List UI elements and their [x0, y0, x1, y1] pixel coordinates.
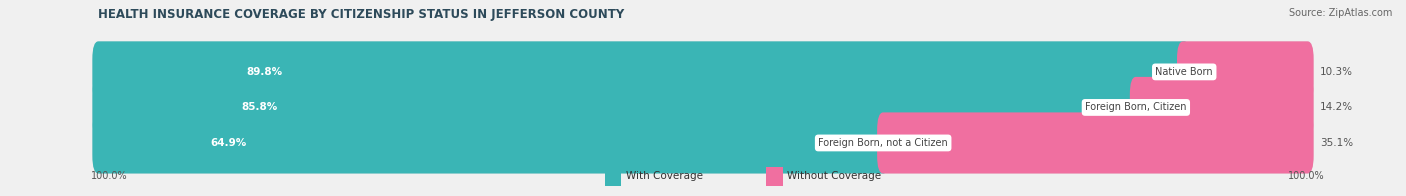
FancyBboxPatch shape	[93, 41, 1313, 103]
Text: 35.1%: 35.1%	[1320, 138, 1353, 148]
Text: Source: ZipAtlas.com: Source: ZipAtlas.com	[1288, 8, 1392, 18]
Text: 100.0%: 100.0%	[1288, 171, 1324, 181]
Text: 100.0%: 100.0%	[91, 171, 128, 181]
Text: HEALTH INSURANCE COVERAGE BY CITIZENSHIP STATUS IN JEFFERSON COUNTY: HEALTH INSURANCE COVERAGE BY CITIZENSHIP…	[98, 8, 624, 21]
Text: 85.8%: 85.8%	[240, 103, 277, 113]
FancyBboxPatch shape	[93, 77, 1142, 138]
Text: Foreign Born, Citizen: Foreign Born, Citizen	[1085, 103, 1187, 113]
FancyBboxPatch shape	[1130, 77, 1313, 138]
Text: 14.2%: 14.2%	[1320, 103, 1353, 113]
Text: Native Born: Native Born	[1156, 67, 1213, 77]
Text: 64.9%: 64.9%	[211, 138, 247, 148]
FancyBboxPatch shape	[877, 113, 1313, 173]
Text: 10.3%: 10.3%	[1320, 67, 1353, 77]
Text: With Coverage: With Coverage	[626, 171, 703, 181]
FancyBboxPatch shape	[1177, 41, 1313, 103]
FancyBboxPatch shape	[93, 113, 889, 173]
FancyBboxPatch shape	[93, 113, 1313, 173]
Text: Foreign Born, not a Citizen: Foreign Born, not a Citizen	[818, 138, 948, 148]
Text: Without Coverage: Without Coverage	[787, 171, 882, 181]
FancyBboxPatch shape	[93, 41, 1191, 103]
Text: 89.8%: 89.8%	[247, 67, 283, 77]
FancyBboxPatch shape	[93, 77, 1313, 138]
